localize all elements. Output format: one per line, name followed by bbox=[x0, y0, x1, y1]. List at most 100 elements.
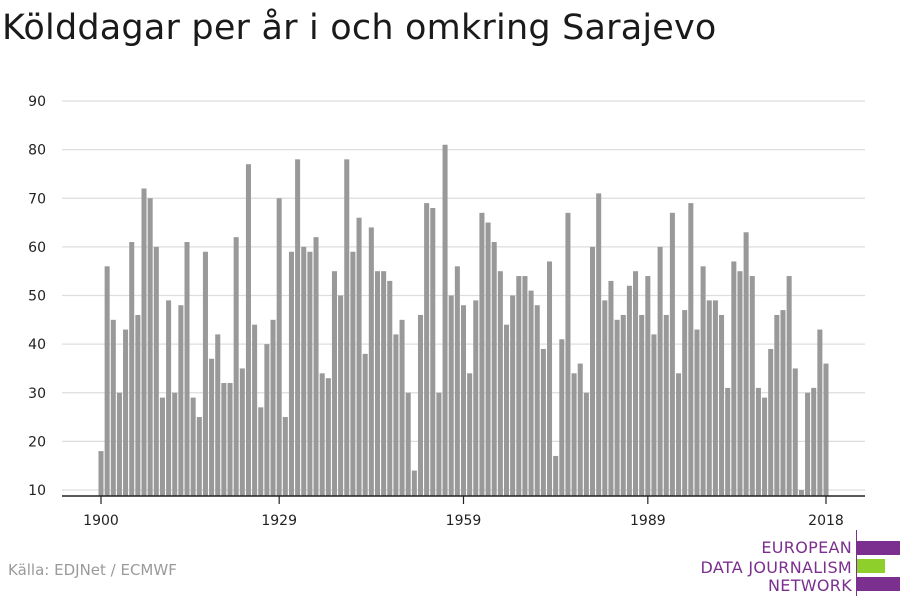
bar-1907 bbox=[141, 188, 147, 496]
bar-1977 bbox=[571, 373, 577, 496]
bar-1938 bbox=[331, 271, 337, 496]
bar-1965 bbox=[497, 271, 503, 496]
bar-2008 bbox=[762, 397, 768, 496]
bar-1944 bbox=[368, 227, 374, 497]
x-axis-ticks: 1900 1929 1959 1989 2018 bbox=[83, 496, 844, 529]
bar-2009 bbox=[768, 348, 774, 496]
bar-1994 bbox=[676, 373, 682, 496]
chart-title: Kölddagar per år i och omkring Sarajevo bbox=[2, 8, 717, 48]
bar-1973 bbox=[546, 261, 553, 496]
bar-1974 bbox=[553, 455, 559, 496]
bar-1976 bbox=[565, 212, 571, 496]
bar-1906 bbox=[135, 314, 141, 496]
bar-1952 bbox=[417, 314, 424, 496]
y-axis-tick-labels: 10 20 30 40 50 60 70 80 90 bbox=[28, 94, 46, 499]
bar-1912 bbox=[172, 392, 178, 496]
y-tick-label: 10 bbox=[28, 483, 46, 499]
bar-1980 bbox=[590, 246, 596, 496]
x-tick-label: 1929 bbox=[261, 513, 297, 529]
bar-1999 bbox=[706, 300, 712, 496]
bar-1919 bbox=[215, 334, 221, 496]
bar-1984 bbox=[614, 319, 620, 496]
bar-2007 bbox=[755, 387, 761, 496]
bar-1929 bbox=[276, 198, 282, 496]
bar-1926 bbox=[258, 407, 264, 496]
bar-1931 bbox=[288, 251, 294, 496]
bar-1961 bbox=[473, 300, 479, 496]
bar-1970 bbox=[528, 290, 534, 496]
bar-1946 bbox=[381, 271, 387, 496]
logo-bar-middle bbox=[857, 559, 885, 573]
x-tick-label: 1900 bbox=[83, 513, 119, 529]
x-tick-label: 2018 bbox=[808, 513, 844, 529]
bar-1953 bbox=[424, 203, 430, 497]
logo-bar-top bbox=[857, 541, 900, 555]
bar-1983 bbox=[608, 280, 614, 496]
bar-2013 bbox=[792, 368, 798, 496]
logo-divider bbox=[856, 530, 857, 596]
bar-1911 bbox=[166, 300, 172, 496]
bar-1930 bbox=[282, 417, 288, 496]
bar-1921 bbox=[227, 383, 233, 496]
logo-line-network: NETWORK bbox=[768, 576, 852, 595]
bar-1950 bbox=[405, 392, 411, 496]
bar-2005 bbox=[743, 232, 749, 496]
bar-2015 bbox=[805, 392, 811, 496]
source-note: Källa: EDJNet / ECMWF bbox=[8, 561, 177, 579]
bar-1959 bbox=[460, 305, 467, 496]
y-tick-label: 30 bbox=[28, 386, 46, 402]
bar-1925 bbox=[252, 324, 258, 496]
x-tick-label: 1989 bbox=[630, 513, 666, 529]
bar-1900 bbox=[98, 451, 104, 496]
bar-1941 bbox=[350, 251, 356, 496]
bar-2017 bbox=[817, 329, 823, 496]
bar-1955 bbox=[436, 392, 442, 496]
bar-1949 bbox=[399, 319, 405, 496]
bar-1935 bbox=[313, 237, 319, 496]
bar-1909 bbox=[153, 246, 159, 496]
y-tick-label: 50 bbox=[28, 289, 46, 305]
bar-1940 bbox=[344, 159, 350, 496]
bar-2011 bbox=[780, 310, 786, 496]
bar-1972 bbox=[540, 348, 546, 496]
bar-1967 bbox=[510, 295, 516, 496]
bar-1939 bbox=[338, 295, 344, 496]
logo-line-data-journalism: DATA JOURNALISM bbox=[700, 558, 852, 577]
bar-1936 bbox=[319, 373, 325, 496]
bar-1920 bbox=[221, 383, 227, 496]
bar-1985 bbox=[620, 314, 626, 496]
bar-1988 bbox=[639, 314, 645, 496]
bar-2000 bbox=[712, 300, 718, 496]
bar-1928 bbox=[270, 319, 276, 496]
bar-1937 bbox=[325, 378, 331, 496]
logo-bar-bottom bbox=[857, 577, 900, 591]
bar-2010 bbox=[774, 314, 780, 496]
bar-1948 bbox=[393, 334, 399, 496]
bar-1918 bbox=[209, 358, 215, 496]
bar-1989 bbox=[645, 276, 651, 496]
bar-1943 bbox=[362, 353, 368, 496]
x-tick-label: 1959 bbox=[446, 513, 482, 529]
bar-2002 bbox=[725, 387, 731, 496]
bar-1958 bbox=[454, 266, 460, 496]
bar-1993 bbox=[669, 212, 675, 496]
bars bbox=[98, 144, 829, 497]
bar-1966 bbox=[503, 324, 510, 496]
bar-1916 bbox=[196, 417, 202, 496]
logo-line-european: EUROPEAN bbox=[761, 538, 852, 557]
bar-1968 bbox=[516, 276, 522, 496]
bar-1982 bbox=[602, 300, 608, 496]
bar-1986 bbox=[626, 285, 632, 496]
bar-1951 bbox=[411, 470, 417, 496]
bar-1924 bbox=[245, 164, 251, 496]
bar-1903 bbox=[116, 392, 122, 496]
bar-1901 bbox=[104, 266, 110, 496]
bar-1934 bbox=[307, 251, 313, 496]
bar-1997 bbox=[694, 329, 700, 496]
bar-1992 bbox=[663, 314, 669, 496]
bar-1956 bbox=[442, 144, 448, 496]
bar-1964 bbox=[491, 242, 497, 496]
y-tick-label: 80 bbox=[28, 143, 46, 159]
bar-2016 bbox=[811, 387, 817, 496]
